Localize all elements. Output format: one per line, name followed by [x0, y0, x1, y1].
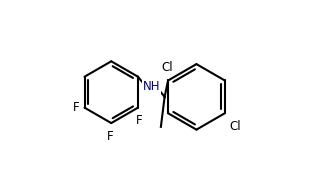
Text: F: F: [136, 114, 142, 127]
Text: NH: NH: [142, 80, 160, 93]
Text: Cl: Cl: [161, 61, 173, 74]
Text: F: F: [73, 101, 80, 114]
Text: F: F: [107, 130, 114, 143]
Text: Cl: Cl: [230, 120, 241, 133]
